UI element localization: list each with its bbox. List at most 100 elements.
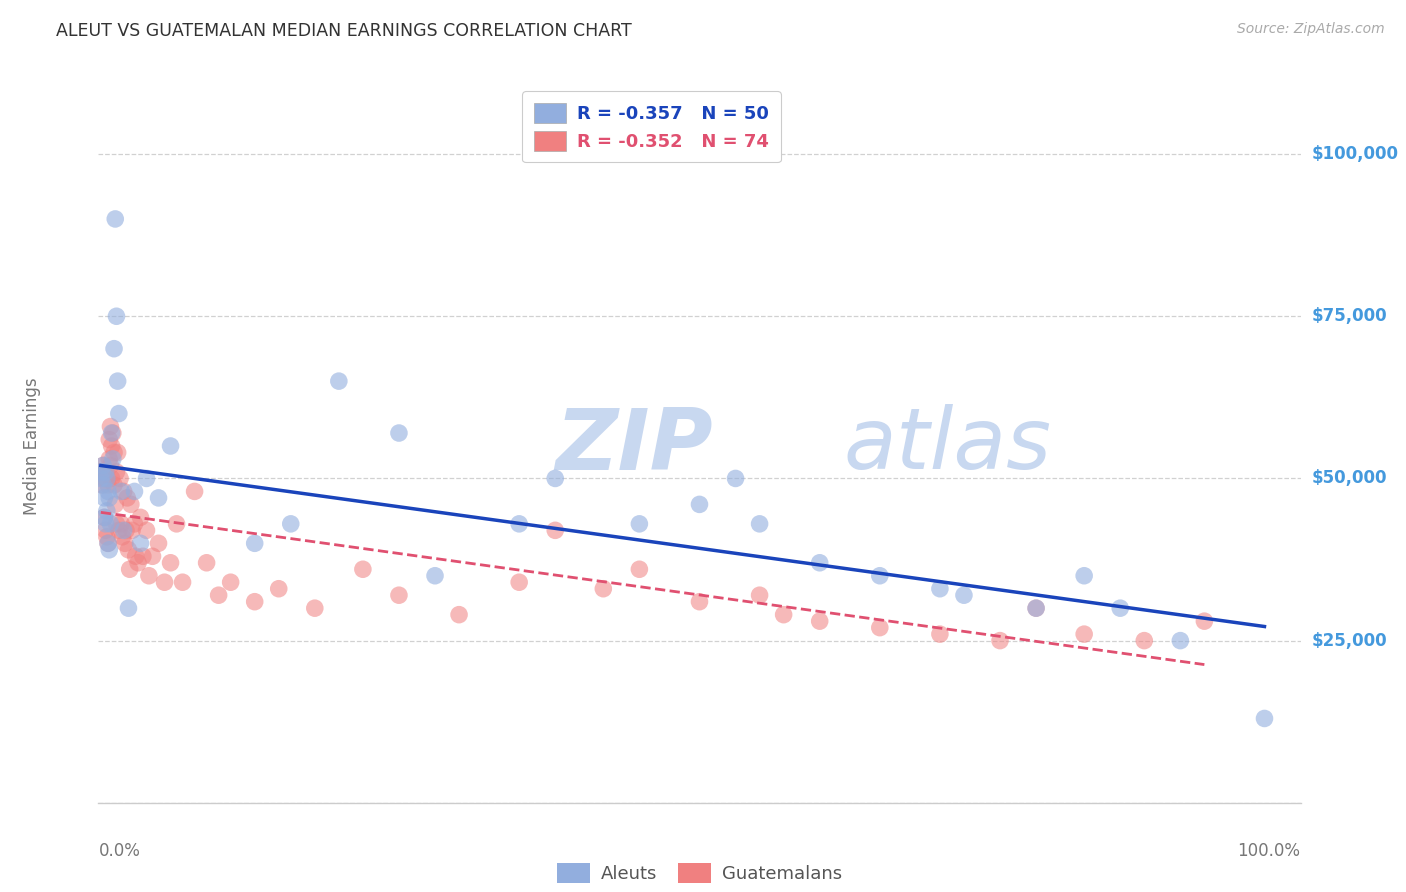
Point (108, 407, 131, 421)
Point (688, 497, 710, 511)
Point (159, 439, 181, 453)
Point (105, 516, 128, 531)
Point (544, 524, 567, 538)
Point (98, 433, 121, 447)
Point (100, 458, 122, 473)
Point (628, 516, 651, 531)
Point (129, 510, 152, 524)
Point (1170, 633, 1192, 648)
Point (117, 542, 139, 557)
Point (125, 549, 148, 564)
Point (127, 556, 149, 570)
Point (91, 478, 114, 492)
Point (107, 374, 129, 388)
Text: ZIP: ZIP (555, 404, 713, 488)
Point (105, 465, 128, 479)
Point (267, 582, 290, 596)
Point (1025, 601, 1047, 615)
Point (97, 536, 120, 550)
Point (90, 465, 112, 479)
Text: $50,000: $50,000 (1312, 469, 1388, 487)
Point (195, 556, 218, 570)
Text: $25,000: $25,000 (1312, 632, 1388, 649)
Text: $100,000: $100,000 (1312, 145, 1399, 163)
Point (107, 445, 129, 459)
Point (115, 524, 138, 538)
Point (96, 530, 118, 544)
Point (148, 491, 170, 505)
Point (138, 568, 160, 582)
Point (100, 419, 122, 434)
Point (953, 588, 976, 602)
Point (91, 458, 114, 473)
Point (928, 627, 950, 641)
Point (869, 568, 891, 582)
Point (808, 556, 831, 570)
Point (105, 310, 128, 324)
Point (96, 504, 118, 518)
Point (592, 582, 614, 596)
Point (104, 497, 127, 511)
Point (103, 478, 125, 492)
Point (114, 536, 136, 550)
Legend: Aleuts, Guatemalans: Aleuts, Guatemalans (550, 855, 849, 890)
Point (869, 621, 891, 635)
Point (219, 575, 242, 590)
Point (98, 452, 121, 467)
Point (97, 478, 120, 492)
Point (110, 516, 132, 531)
Point (100, 471, 122, 485)
Point (688, 595, 710, 609)
Point (1133, 633, 1156, 648)
Point (112, 524, 135, 538)
Point (153, 575, 176, 590)
Point (96, 471, 118, 485)
Point (110, 484, 132, 499)
Point (423, 568, 446, 582)
Point (148, 536, 170, 550)
Point (94, 516, 117, 531)
Point (328, 374, 350, 388)
Point (100, 425, 122, 440)
Point (120, 497, 142, 511)
Point (243, 595, 266, 609)
Point (103, 445, 125, 459)
Point (97, 484, 120, 499)
Point (141, 549, 163, 564)
Point (208, 588, 231, 602)
Point (1109, 601, 1132, 615)
Point (166, 516, 188, 531)
Point (388, 588, 411, 602)
Point (112, 484, 135, 499)
Text: atlas: atlas (844, 404, 1052, 488)
Point (100, 439, 122, 453)
Point (243, 536, 266, 550)
Point (772, 607, 794, 622)
Point (508, 516, 530, 531)
Point (132, 549, 155, 564)
Point (183, 484, 205, 499)
Point (129, 536, 152, 550)
Point (159, 556, 181, 570)
Point (124, 484, 146, 499)
Point (988, 633, 1011, 648)
Point (108, 524, 131, 538)
Point (94, 465, 117, 479)
Point (96, 471, 118, 485)
Text: Source: ZipAtlas.com: Source: ZipAtlas.com (1237, 22, 1385, 37)
Point (748, 588, 770, 602)
Point (135, 471, 157, 485)
Point (111, 530, 134, 544)
Point (135, 524, 157, 538)
Point (103, 342, 125, 356)
Point (388, 425, 411, 440)
Text: 0.0%: 0.0% (98, 842, 141, 860)
Point (118, 562, 141, 576)
Text: ALEUT VS GUATEMALAN MEDIAN EARNINGS CORRELATION CHART: ALEUT VS GUATEMALAN MEDIAN EARNINGS CORR… (56, 22, 631, 40)
Point (101, 452, 124, 467)
Point (628, 562, 651, 576)
Point (808, 614, 831, 628)
Point (108, 471, 131, 485)
Point (90, 471, 112, 485)
Point (98, 542, 121, 557)
